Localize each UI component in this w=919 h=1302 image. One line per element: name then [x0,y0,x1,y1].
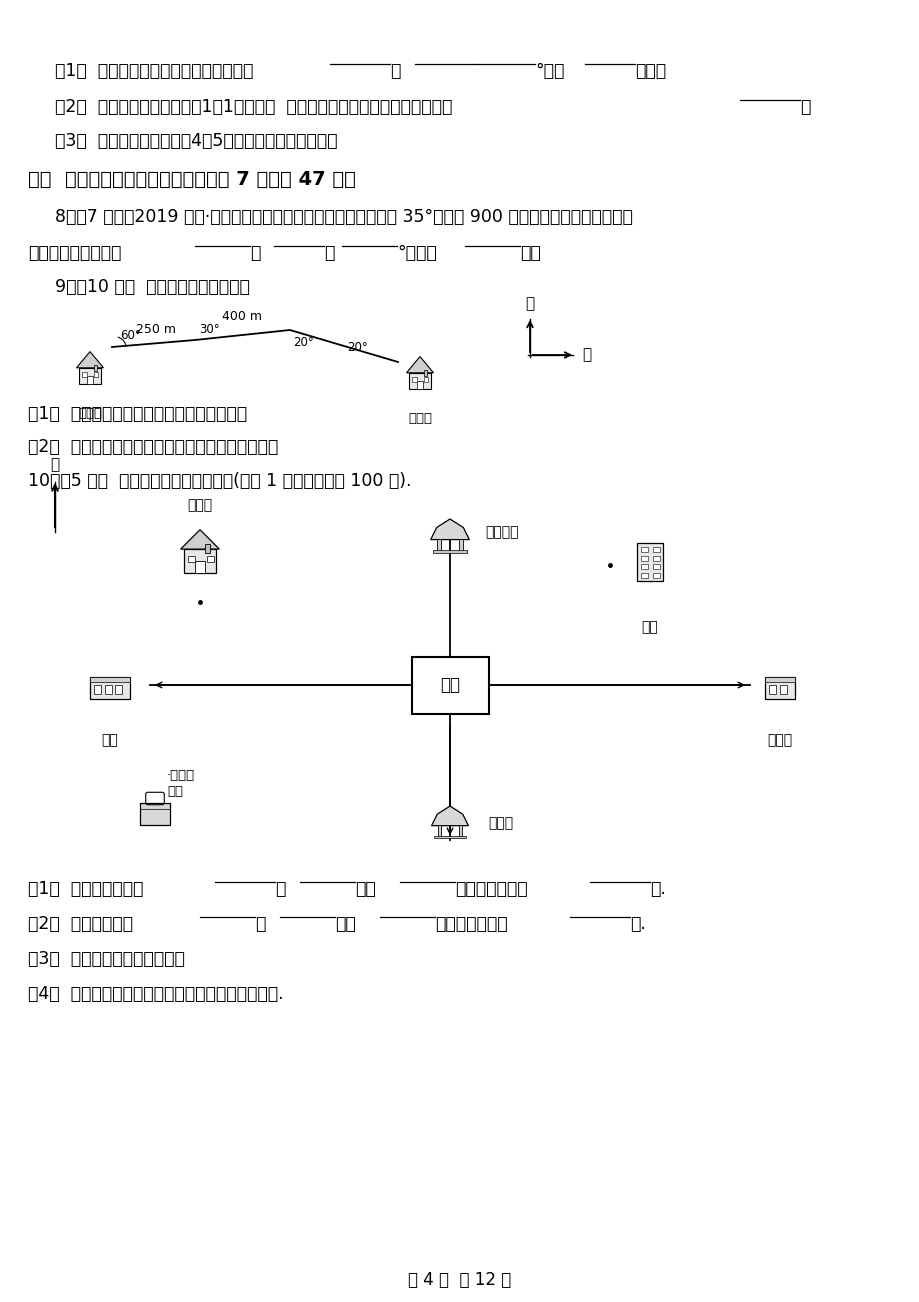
Bar [105,685,112,694]
Text: 小兔家: 小兔家 [78,408,102,421]
Bar [636,543,663,581]
Bar [652,547,659,552]
Text: 辰辰家: 辰辰家 [187,497,212,512]
Bar [184,549,215,573]
Text: 偏: 偏 [255,915,265,934]
Bar [141,803,169,824]
Bar [207,556,213,562]
Bar [779,685,787,694]
FancyBboxPatch shape [411,656,488,713]
Bar [764,677,794,682]
Bar [641,556,647,561]
Bar [90,677,130,682]
Bar [187,556,195,562]
Bar [95,685,101,694]
Bar [94,372,98,376]
Text: （2）  老年活动站在: （2） 老年活动站在 [28,915,133,934]
Text: 街心公园: 街心公园 [484,525,518,539]
Bar [195,561,205,573]
Text: （3）  万达广场的位置是（4，5），请你在图中标出来。: （3） 万达广场的位置是（4，5），请你在图中标出来。 [55,132,337,150]
Bar [459,825,461,837]
Text: 400 m: 400 m [222,310,262,323]
Bar [83,372,87,376]
Text: 、: 、 [323,243,334,262]
Text: °方向走: °方向走 [397,243,437,262]
Text: （1）  写出小兔去小熊家所走的方向和路线。: （1） 写出小兔去小熊家所走的方向和路线。 [28,405,247,423]
Bar [768,685,776,694]
Text: 8．（7 分）（2019 六上·余杭期末）小明上学是从家出发向东偏南 35°方向走 900 米到达学校，放学原路回家: 8．（7 分）（2019 六上·余杭期末）小明上学是从家出发向东偏南 35°方向… [55,208,632,227]
Polygon shape [406,357,433,372]
Bar [459,539,462,552]
Text: 方向: 方向 [355,880,375,898]
Text: 第 4 页  共 12 页: 第 4 页 共 12 页 [408,1271,511,1289]
Bar [652,564,659,569]
Bar [94,365,97,371]
Text: 学校: 学校 [641,620,658,634]
Bar [434,836,466,838]
Bar [764,677,794,699]
Text: （2）  写出小兔从小熊家返回时所走的方向和路线。: （2） 写出小兔从小熊家返回时所走的方向和路线。 [28,437,278,456]
Bar [86,376,93,384]
Bar [652,556,659,561]
Text: 偏: 偏 [275,880,285,898]
Text: （4）  小丽去报亭买报纸，往返一次需行大约多少米.: （4） 小丽去报亭买报纸，往返一次需行大约多少米. [28,986,283,1003]
Text: 报亭: 报亭 [439,676,460,694]
Text: 小丽家: 小丽家 [487,816,513,829]
Bar [79,367,101,384]
Text: 米。: 米。 [519,243,540,262]
Text: 二、  根据方向和距离描述路线图（共 7 题；共 47 分）: 二、 根据方向和距离描述路线图（共 7 题；共 47 分） [28,171,356,189]
Text: 方向: 方向 [335,915,356,934]
Bar [90,677,130,699]
Text: （2）  江宁博物馆的位置用（1，1）表示，  那么江宁图书馆的位置用数对表示为: （2） 江宁博物馆的位置用（1，1）表示， 那么江宁图书馆的位置用数对表示为 [55,98,452,116]
Text: ·老年活
动站: ·老年活 动站 [167,769,195,798]
Text: 30°: 30° [199,323,220,336]
Bar [641,573,647,578]
Polygon shape [431,806,468,825]
Bar [652,573,659,578]
Text: °方向: °方向 [535,62,563,79]
Bar [412,378,416,381]
Text: （3）  学校在报亭的什么方向？: （3） 学校在报亭的什么方向？ [28,950,185,967]
Bar [205,543,210,553]
Text: 米.: 米. [650,880,665,898]
Text: 偏: 偏 [390,62,400,79]
Text: 超市: 超市 [101,733,119,747]
Text: 20°: 20° [346,341,368,354]
Text: 9．（10 分）  根据要求描述路线图。: 9．（10 分） 根据要求描述路线图。 [55,279,250,296]
Text: 米处。: 米处。 [634,62,665,79]
Polygon shape [430,519,469,539]
Bar [437,539,440,552]
Text: 度，距报亭约有: 度，距报亭约有 [455,880,528,898]
Bar [433,551,467,553]
Text: 东: 东 [582,348,591,362]
Text: 应该是从学校出发向: 应该是从学校出发向 [28,243,121,262]
Text: 小熊家: 小熊家 [407,411,432,424]
Text: 250 m: 250 m [135,323,176,336]
Bar [409,372,430,389]
Polygon shape [180,530,219,549]
Text: 米.: 米. [630,915,645,934]
Text: 。: 。 [800,98,810,116]
Text: 北: 北 [51,457,60,473]
Bar [416,381,423,389]
Text: 10．（5 分）  下面是翠柳小区的平面图(图上 1 厘米表示实际 100 米).: 10．（5 分） 下面是翠柳小区的平面图(图上 1 厘米表示实际 100 米). [28,473,411,490]
Text: （1）  如图，江宁图书馆在江宁博物馆的: （1） 如图，江宁图书馆在江宁博物馆的 [55,62,253,79]
Bar [641,564,647,569]
Text: （1）  辰辰家在报亭的: （1） 辰辰家在报亭的 [28,880,143,898]
Bar [641,547,647,552]
Bar [424,378,428,381]
Polygon shape [76,352,104,367]
Text: 20°: 20° [292,336,313,349]
Text: 度，距报亭约有: 度，距报亭约有 [435,915,507,934]
Text: 北: 北 [525,296,534,311]
Bar [423,370,426,376]
Bar [115,685,122,694]
Text: 偏: 偏 [250,243,260,262]
Text: 60°: 60° [119,329,141,342]
Text: 游泳馆: 游泳馆 [766,733,791,747]
Bar [437,825,441,837]
